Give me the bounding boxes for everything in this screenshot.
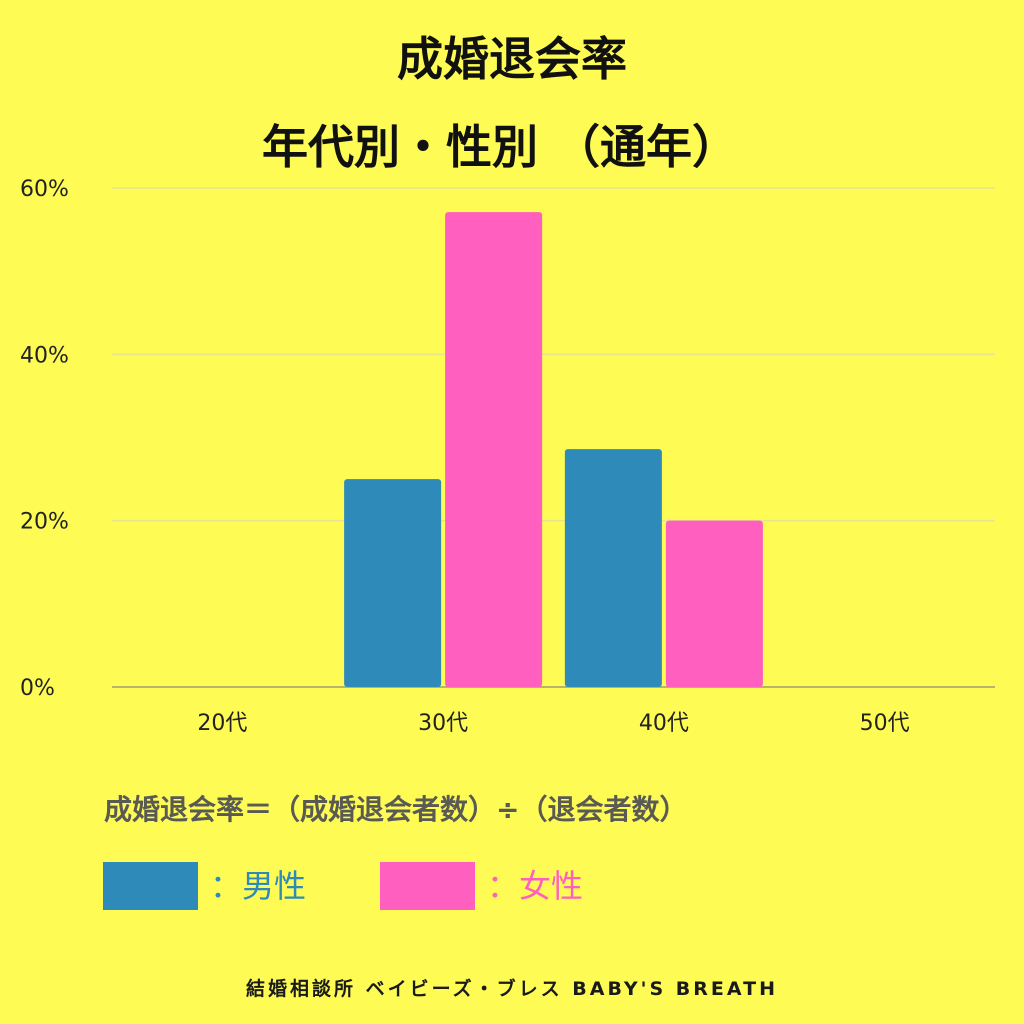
legend-swatch-male xyxy=(103,862,198,910)
x-tick-label: 50代 xyxy=(860,711,910,736)
legend-label-male: ：男性 xyxy=(210,867,307,905)
bar-female xyxy=(445,212,543,687)
x-tick-label: 20代 xyxy=(197,711,247,736)
formula-text: 成婚退会率＝（成婚退会者数）÷（退会者数） xyxy=(104,793,688,826)
bar-female xyxy=(665,520,763,687)
chart-subtitle: 年代別・性別 （通年） xyxy=(261,120,738,174)
bar-male xyxy=(564,449,662,687)
chart-title: 成婚退会率 xyxy=(397,32,627,86)
y-tick-label: 0% xyxy=(20,676,55,701)
x-tick-label: 30代 xyxy=(418,711,468,736)
bar-chart: 0% 20% 40% 60% 20代 30代 40代 50代 xyxy=(20,177,995,736)
y-tick-label: 20% xyxy=(20,510,69,535)
footer-brand: 結婚相談所 ベイビーズ・ブレス BABY'S BREATH xyxy=(246,978,778,1000)
y-tick-label: 40% xyxy=(20,343,69,368)
x-tick-label: 40代 xyxy=(639,711,689,736)
legend-label-female: ：女性 xyxy=(487,867,584,905)
bar-male xyxy=(344,479,442,687)
y-tick-label: 60% xyxy=(20,177,69,202)
legend-swatch-female xyxy=(380,862,475,910)
